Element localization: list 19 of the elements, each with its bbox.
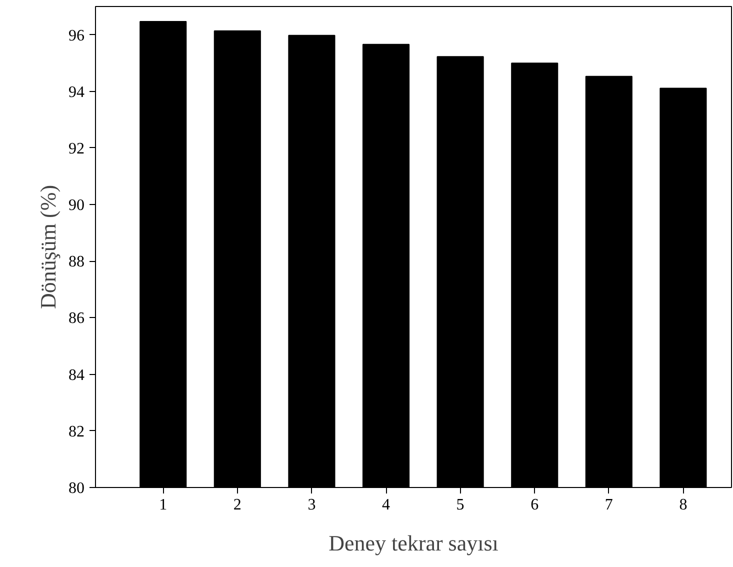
y-tick-label: 82 (68, 423, 84, 440)
x-tick-label: 6 (530, 496, 539, 514)
x-tick-label: 4 (382, 496, 390, 514)
y-tick-label: 84 (68, 366, 84, 384)
y-tick-label: 80 (68, 480, 84, 497)
x-tick-label: 2 (233, 496, 242, 514)
x-axis-title: Deney tekrar sayısı (328, 530, 498, 556)
x-tick-label: 7 (604, 496, 613, 514)
y-tick-label: 86 (68, 310, 84, 328)
y-tick-label: 94 (68, 84, 84, 101)
x-tick-label: 3 (308, 496, 316, 514)
y-tick-label: 88 (68, 254, 84, 271)
x-tick-label: 5 (456, 496, 464, 514)
x-tick-label: 1 (159, 496, 168, 514)
y-tick-label: 96 (68, 27, 84, 44)
y-tick-label: 90 (68, 197, 84, 214)
x-tick-label: 8 (679, 496, 688, 514)
y-axis-title: Dönüşüm (%) (36, 184, 60, 310)
y-tick-label: 92 (68, 140, 84, 158)
